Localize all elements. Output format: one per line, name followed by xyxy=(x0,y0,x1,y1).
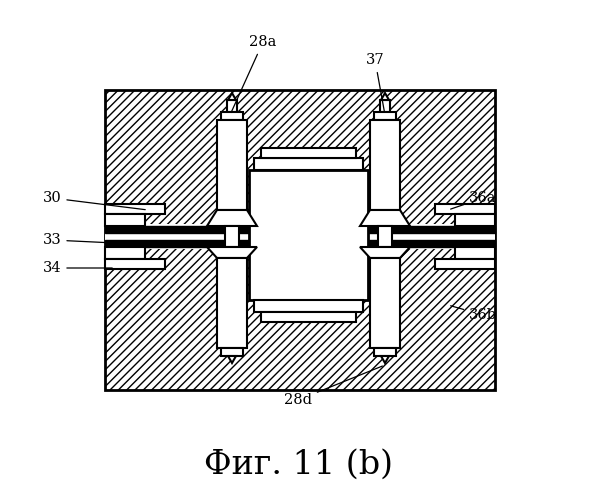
Polygon shape xyxy=(381,93,389,100)
Bar xyxy=(374,348,396,356)
Bar xyxy=(455,214,495,226)
Bar xyxy=(455,247,495,259)
Bar xyxy=(435,259,495,269)
Text: 37: 37 xyxy=(366,53,384,112)
Bar xyxy=(217,258,247,348)
Polygon shape xyxy=(228,93,236,100)
Bar xyxy=(105,240,495,247)
Polygon shape xyxy=(228,356,236,363)
Polygon shape xyxy=(227,100,237,112)
Polygon shape xyxy=(207,210,257,226)
Polygon shape xyxy=(381,356,389,363)
Bar xyxy=(225,226,239,247)
Polygon shape xyxy=(360,210,410,226)
Bar xyxy=(221,112,243,120)
Bar xyxy=(378,226,392,247)
Text: 36a: 36a xyxy=(451,191,496,209)
Text: 33: 33 xyxy=(43,233,112,247)
Bar xyxy=(105,204,165,214)
Text: 34: 34 xyxy=(43,261,112,275)
Bar xyxy=(261,312,356,322)
Text: Фиг. 11 (b): Фиг. 11 (b) xyxy=(203,449,393,481)
Bar xyxy=(105,90,495,390)
Polygon shape xyxy=(207,247,257,258)
Text: 36b: 36b xyxy=(451,306,497,322)
Bar xyxy=(217,120,247,210)
Bar xyxy=(254,158,363,170)
Bar xyxy=(370,258,400,348)
Bar xyxy=(249,170,368,300)
Bar xyxy=(105,247,145,259)
Text: 30: 30 xyxy=(43,191,145,210)
Polygon shape xyxy=(360,247,410,258)
Bar xyxy=(374,112,396,120)
Bar xyxy=(105,224,495,249)
Bar xyxy=(105,226,495,233)
Bar xyxy=(435,204,495,214)
Text: 28d: 28d xyxy=(284,366,383,407)
Bar xyxy=(221,348,243,356)
Bar xyxy=(105,214,145,226)
Text: 28a: 28a xyxy=(231,35,277,112)
Bar xyxy=(380,100,390,112)
Bar xyxy=(370,120,400,210)
Bar xyxy=(261,148,356,158)
Bar xyxy=(254,300,363,312)
Bar xyxy=(105,259,165,269)
